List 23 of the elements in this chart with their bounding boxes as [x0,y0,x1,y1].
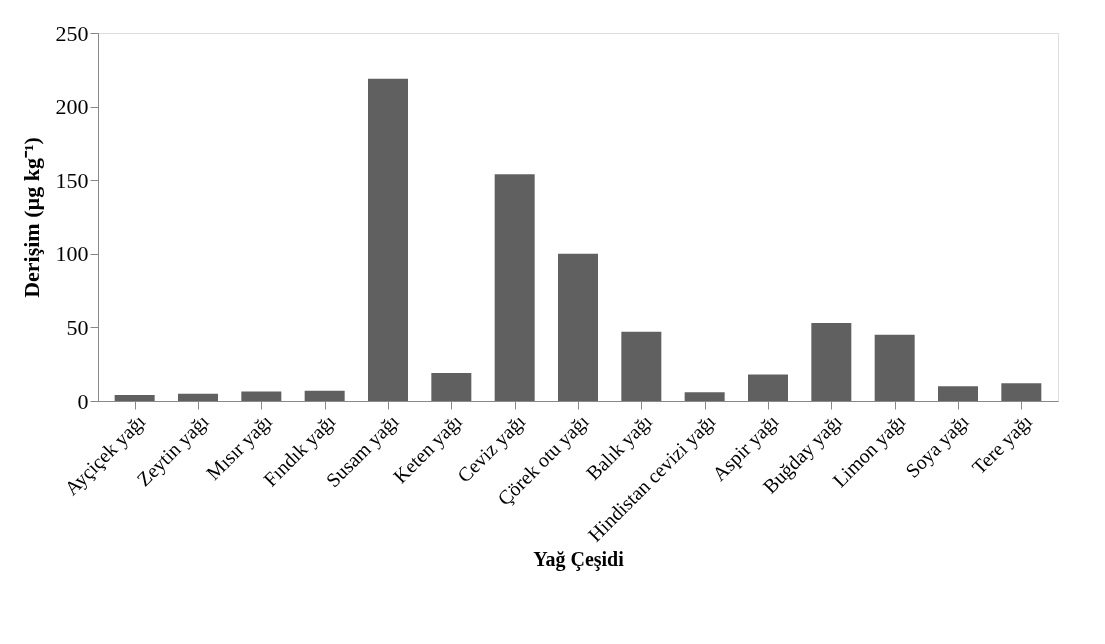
bar [494,174,535,401]
y-tick-label: 150 [55,167,89,193]
bar [368,78,408,401]
y-tick-label: 50 [66,314,89,340]
y-axis-title: Derişim (µg kg⁻¹) [18,137,44,298]
y-tick-label: 250 [55,20,89,46]
bar [811,322,852,401]
bar [621,331,662,401]
y-tick-label: 200 [55,94,89,120]
bar [178,393,218,401]
bar [241,391,282,401]
bar [558,253,598,401]
bar [684,392,725,401]
bar [938,386,978,401]
bar [304,390,345,401]
bar [114,395,155,401]
bar [1001,383,1042,401]
bar [748,374,788,401]
bar [874,334,915,401]
y-tick-label: 100 [55,241,89,267]
bar [431,373,472,401]
y-tick-label: 0 [77,388,89,414]
x-axis-title: Yağ Çeşidi [533,547,625,571]
